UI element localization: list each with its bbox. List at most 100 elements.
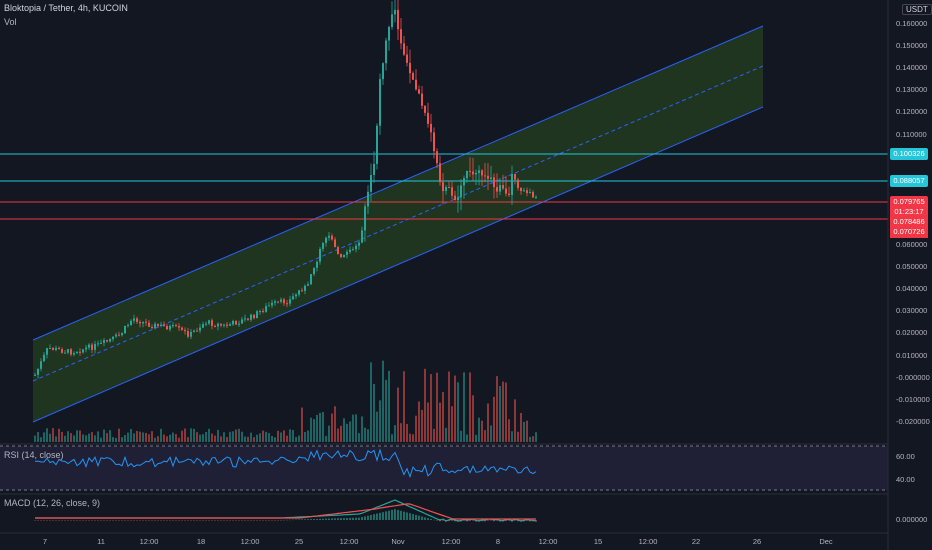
volume-bar [478,417,480,442]
volume-bar [130,429,132,442]
price-axis-label: 0.010000 [896,350,928,360]
volume-bar [487,403,489,442]
candle-body [340,254,342,258]
volume-bar [202,434,204,442]
candle-body [151,326,153,329]
volume-bar [340,425,342,442]
time-axis-label: 12:00 [139,537,159,546]
price-axis-label: 0.040000 [896,284,928,294]
macd-histogram-bar [280,519,282,521]
macd-axis-value: 0.000000 [896,515,928,524]
volume-bar [199,434,201,442]
macd-histogram-bar [124,520,126,521]
macd-histogram-bar [109,520,111,521]
candle-body [484,175,486,177]
volume-bar [49,433,51,442]
price-axis-label: 0.160000 [896,19,928,28]
volume-bar [337,428,339,442]
candle-body [277,301,279,303]
macd-histogram-bar [187,520,189,521]
macd-histogram-bar [208,520,210,521]
candle-body [97,343,99,345]
macd-histogram-bar [358,517,360,520]
volume-bar [439,402,441,442]
volume-bar [400,423,402,442]
currency-badge[interactable]: USDT [902,4,932,15]
time-axis-label: 22 [691,537,701,546]
macd-histogram-bar [277,520,279,521]
candle-body [508,193,510,195]
price-axis-label: 0.030000 [896,306,928,316]
macd-histogram-bar [46,520,48,521]
volume-bar [427,402,429,442]
price-axis-label: 0.120000 [896,107,928,117]
candle-body [379,79,381,126]
volume-bar [52,428,54,442]
candle-body [481,170,483,176]
volume-bar [358,433,360,442]
macd-histogram-bar [526,520,528,521]
volume-bar [526,420,528,442]
price-axis-label: -0.000000 [896,372,930,382]
time-axis-label: 12:00 [538,537,558,546]
macd-histogram-bar [172,520,174,521]
macd-pane[interactable] [0,493,888,522]
candle-body [199,327,201,331]
volume-bar [421,409,423,442]
macd-histogram-bar [103,520,105,521]
candle-body [256,311,258,319]
volume-bar [349,421,351,442]
volume-bar [322,412,324,442]
price-axis-label: 0.050000 [896,262,928,272]
candle-body [376,125,378,164]
candle-body [388,26,390,41]
candle-body [106,340,108,342]
volume-bar [94,435,96,442]
volume-label[interactable]: Vol [4,17,17,27]
macd-histogram-bar [310,519,312,520]
rsi-label[interactable]: RSI (14, close) [4,450,64,460]
macd-histogram-bar [97,520,99,521]
regression-channel[interactable] [32,25,764,423]
symbol-title[interactable]: Bloktopia / Tether, 4h, KUCOIN [4,3,128,13]
candle-body [55,347,57,350]
candle-body [82,349,84,353]
candle-body [253,314,255,319]
volume-bar [379,400,381,442]
candle-body [175,325,177,327]
candle-body [307,284,309,286]
macd-histogram-bar [241,520,243,521]
candle-body [448,186,450,188]
volume-bar [226,437,228,442]
volume-bar [196,432,198,442]
candle-body [310,274,312,285]
candle-body [343,254,345,258]
time-axis-label: 12:00 [638,537,658,546]
macd-histogram-bar [331,518,333,520]
volume-bar [154,437,156,442]
candle-body [58,347,60,350]
volume-bar [307,430,309,442]
time-axis-label: 12:00 [339,537,359,546]
volume-bar [433,428,435,442]
candle-body [439,163,441,183]
volume-bar [136,430,138,442]
candle-body [520,187,522,191]
macd-label[interactable]: MACD (12, 26, close, 9) [4,498,101,508]
candle-body [367,191,369,207]
price-axis-label: 0.020000 [896,328,928,338]
macd-histogram-bar [316,518,318,520]
time-axis-label: 11 [97,537,105,546]
volume-bar [292,430,294,442]
candlesticks[interactable] [34,0,537,379]
macd-histogram-bar [52,520,54,521]
candle-body [40,361,42,369]
volume-bar [247,436,249,442]
candle-body [463,178,465,186]
rsi-pane[interactable] [0,443,888,491]
macd-histogram-bar [430,518,432,520]
macd-histogram-bar [229,520,231,521]
volume-bar [424,368,426,442]
macd-histogram-bar [394,509,396,520]
